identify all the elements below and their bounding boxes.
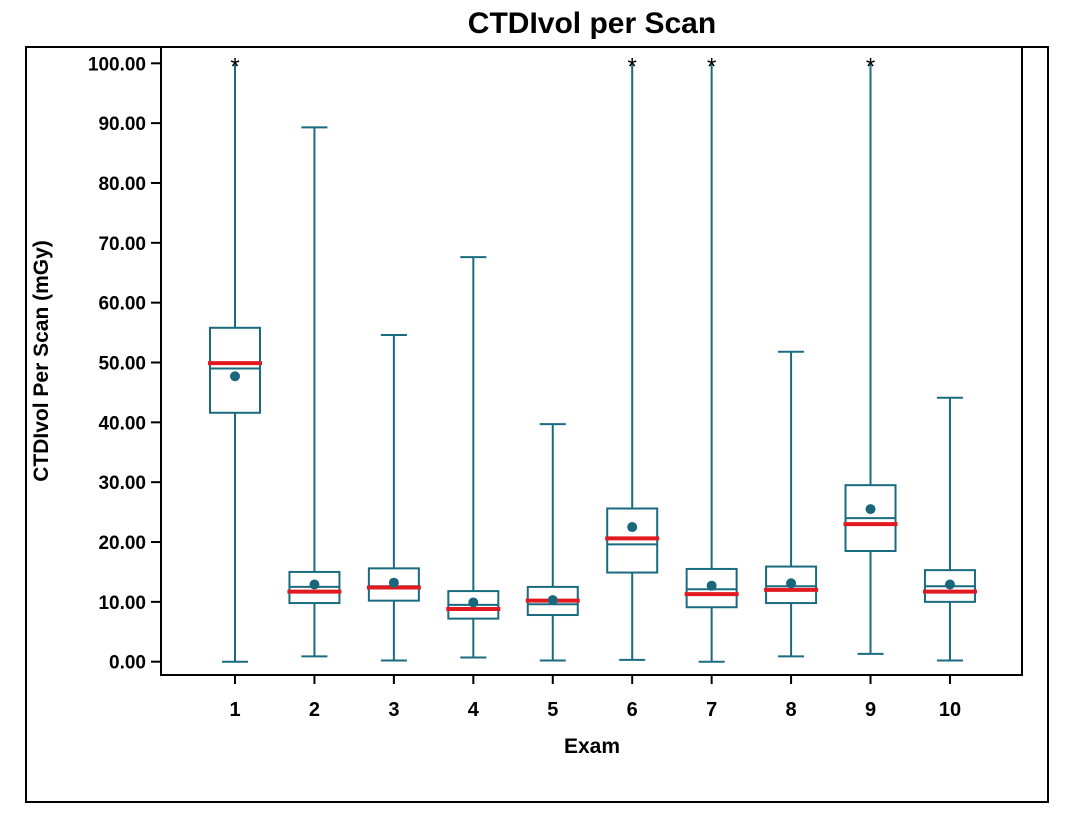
box-group-exam-5 <box>525 423 580 662</box>
outlier-asterisk: * <box>230 53 239 80</box>
boxes-layer: * * * * <box>208 53 977 663</box>
mean-dot <box>309 579 320 590</box>
mean-dot <box>786 578 797 589</box>
box-group-exam-4 <box>446 256 501 659</box>
chart-title: CTDIvol per Scan <box>468 7 716 40</box>
iqr-box <box>606 507 659 574</box>
box-group-exam-7: * <box>684 53 739 663</box>
outlier-asterisk: * <box>707 53 716 80</box>
x-tick-label: 5 <box>547 699 558 721</box>
outlier-asterisk: * <box>866 53 875 80</box>
x-tick-label: 6 <box>627 699 638 721</box>
y-tick-label: 20.00 <box>98 533 146 554</box>
y-tick-label: 80.00 <box>98 174 146 195</box>
y-tick-label: 30.00 <box>98 473 146 494</box>
mean-dot <box>865 504 876 515</box>
y-tick-label: 10.00 <box>98 593 146 614</box>
box-group-exam-8 <box>764 350 819 658</box>
y-tick-label: 60.00 <box>98 294 146 315</box>
y-axis-ticks: 0.00 10.00 20.00 30.00 40.00 50.00 60.00 70.00 8… <box>88 54 161 674</box>
plot-frame <box>160 46 1023 676</box>
x-axis-title: Exam <box>564 735 620 758</box>
outlier-asterisk: * <box>628 53 637 80</box>
x-tick-label: 10 <box>939 699 961 721</box>
mean-dot <box>627 522 638 533</box>
y-tick-label: 70.00 <box>98 234 146 255</box>
y-tick-label: 40.00 <box>98 413 146 434</box>
y-tick-label: 0.00 <box>109 653 146 674</box>
mean-dot <box>547 595 558 606</box>
x-axis-ticks: 1 2 3 4 5 6 7 8 9 10 <box>229 675 961 721</box>
box-group-exam-6: * <box>605 53 660 661</box>
mean-dot <box>230 371 240 382</box>
y-tick-label: 50.00 <box>98 354 146 375</box>
figure-border <box>25 46 1049 803</box>
x-tick-label: 9 <box>865 699 876 721</box>
y-axis-title: CTDIvol Per Scan (mGy) <box>30 240 53 482</box>
box-group-exam-1: * <box>208 53 262 663</box>
box-group-exam-9: * <box>843 53 898 655</box>
box-group-exam-2 <box>287 126 342 658</box>
box-group-exam-3 <box>366 333 421 662</box>
mean-dot <box>388 577 399 588</box>
box-group-exam-10 <box>922 396 977 662</box>
mean-dot <box>944 579 955 590</box>
x-tick-label: 7 <box>706 699 717 721</box>
iqr-box <box>209 326 261 414</box>
x-tick-label: 1 <box>229 699 240 721</box>
mean-dot <box>706 580 717 591</box>
x-tick-label: 8 <box>786 699 797 721</box>
mean-dot <box>468 597 479 608</box>
x-tick-label: 4 <box>468 699 480 721</box>
y-tick-label: 100.00 <box>88 54 146 75</box>
y-tick-label: 90.00 <box>98 114 146 135</box>
x-tick-label: 2 <box>309 699 320 721</box>
x-tick-label: 3 <box>388 699 399 721</box>
